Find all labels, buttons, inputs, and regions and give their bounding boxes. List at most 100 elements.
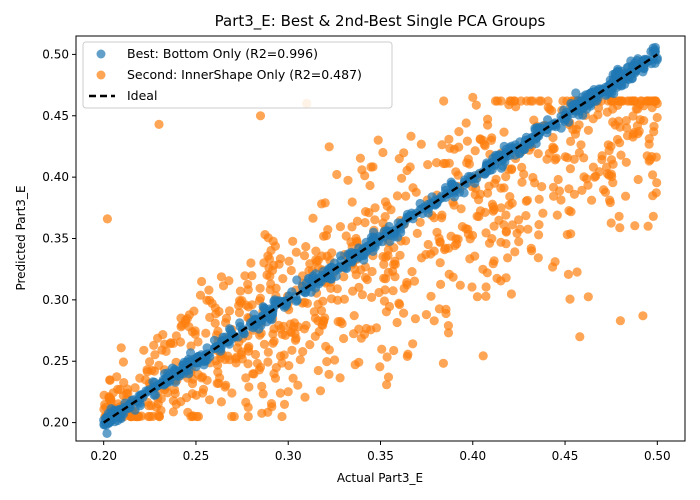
data-point-bottom bbox=[423, 208, 433, 218]
data-point-innershape bbox=[161, 346, 171, 356]
legend-entry-second: Second: InnerShape Only (R2=0.487) bbox=[127, 67, 362, 82]
data-point-bottom bbox=[171, 367, 181, 377]
data-point-innershape bbox=[614, 211, 624, 221]
data-point-innershape bbox=[651, 188, 661, 198]
data-point-innershape bbox=[184, 322, 194, 332]
data-point-innershape bbox=[569, 154, 579, 164]
chart-title: Part3_E: Best & 2nd-Best Single PCA Grou… bbox=[215, 12, 546, 31]
data-point-innershape bbox=[112, 372, 122, 382]
data-point-innershape bbox=[280, 330, 290, 340]
data-point-innershape bbox=[286, 265, 296, 276]
data-point-innershape bbox=[177, 320, 187, 330]
data-point-innershape bbox=[415, 217, 425, 227]
data-point-innershape bbox=[483, 188, 493, 198]
data-point-innershape bbox=[505, 192, 515, 202]
data-point-innershape bbox=[534, 96, 544, 106]
data-point-innershape bbox=[118, 391, 128, 401]
data-point-innershape bbox=[375, 362, 385, 372]
data-point-innershape bbox=[576, 140, 586, 150]
data-point-innershape bbox=[445, 143, 455, 153]
data-point-innershape bbox=[123, 384, 133, 394]
data-point-innershape bbox=[320, 198, 330, 208]
data-point-innershape bbox=[534, 230, 544, 240]
data-point-innershape bbox=[277, 411, 287, 422]
data-point-innershape bbox=[311, 246, 321, 256]
data-point-innershape bbox=[453, 170, 463, 180]
data-point-innershape bbox=[462, 158, 472, 168]
data-point-innershape bbox=[501, 227, 511, 237]
data-point-innershape bbox=[510, 247, 520, 257]
data-point-bottom bbox=[627, 73, 637, 83]
data-point-innershape bbox=[99, 390, 109, 400]
legend: Best: Bottom Only (R2=0.996) Second: Inn… bbox=[82, 41, 393, 109]
data-point-innershape bbox=[386, 205, 396, 215]
data-point-innershape bbox=[397, 173, 407, 183]
x-tick-label: 0.50 bbox=[644, 449, 671, 463]
data-point-innershape bbox=[218, 281, 229, 291]
data-point-innershape bbox=[608, 117, 618, 127]
data-point-innershape bbox=[305, 340, 315, 350]
data-point-innershape bbox=[255, 362, 266, 372]
data-point-innershape bbox=[333, 295, 343, 305]
data-point-innershape bbox=[227, 388, 237, 398]
data-point-innershape bbox=[565, 164, 576, 174]
data-point-innershape bbox=[302, 298, 312, 308]
data-point-innershape bbox=[436, 279, 446, 289]
data-point-innershape bbox=[487, 133, 497, 143]
data-point-innershape bbox=[564, 206, 574, 216]
data-point-innershape bbox=[321, 341, 331, 351]
data-point-innershape bbox=[309, 307, 319, 317]
data-point-innershape bbox=[463, 224, 473, 234]
data-point-innershape bbox=[568, 124, 578, 135]
data-point-innershape bbox=[336, 316, 346, 327]
data-point-innershape bbox=[521, 196, 531, 206]
data-point-innershape bbox=[247, 271, 257, 281]
data-point-innershape bbox=[288, 236, 298, 246]
data-point-innershape bbox=[444, 134, 454, 144]
data-point-innershape bbox=[566, 136, 576, 146]
data-point-innershape bbox=[263, 347, 273, 357]
data-point-innershape bbox=[408, 339, 418, 349]
data-point-innershape bbox=[339, 294, 349, 304]
data-point-innershape bbox=[283, 387, 293, 397]
data-point-innershape bbox=[241, 300, 251, 310]
data-point-innershape bbox=[435, 258, 445, 268]
data-point-innershape bbox=[549, 143, 559, 154]
data-point-innershape bbox=[197, 372, 208, 382]
data-point-innershape bbox=[577, 185, 587, 195]
data-point-innershape bbox=[507, 164, 517, 174]
data-point-innershape bbox=[537, 182, 547, 192]
data-point-innershape bbox=[191, 390, 201, 400]
data-point-innershape bbox=[373, 135, 383, 145]
data-point-innershape bbox=[622, 123, 632, 133]
data-point-innershape bbox=[335, 373, 345, 383]
data-point-innershape bbox=[523, 224, 533, 234]
data-point-innershape bbox=[265, 271, 275, 281]
data-point-innershape bbox=[354, 357, 364, 367]
data-point-innershape bbox=[213, 367, 223, 377]
data-point-innershape bbox=[243, 279, 253, 289]
data-point-innershape bbox=[635, 115, 645, 125]
data-point-innershape bbox=[264, 254, 275, 264]
data-point-innershape bbox=[168, 407, 178, 417]
data-point-innershape bbox=[556, 195, 566, 205]
data-point-bottom bbox=[459, 188, 469, 198]
data-point-bottom bbox=[336, 251, 346, 261]
data-point-innershape bbox=[330, 355, 340, 365]
data-point-innershape bbox=[287, 345, 297, 355]
data-point-innershape bbox=[468, 92, 478, 102]
data-point-bottom bbox=[326, 274, 336, 284]
data-point-innershape bbox=[341, 231, 351, 241]
data-point-innershape bbox=[139, 345, 149, 355]
data-point-innershape bbox=[171, 331, 181, 341]
data-point-innershape bbox=[383, 372, 394, 382]
data-point-innershape bbox=[343, 175, 353, 185]
data-point-innershape bbox=[552, 210, 562, 220]
data-point-innershape bbox=[379, 273, 389, 283]
data-point-innershape bbox=[522, 96, 532, 106]
data-point-innershape bbox=[182, 393, 192, 403]
data-point-innershape bbox=[481, 282, 491, 292]
data-point-innershape bbox=[327, 248, 337, 258]
data-point-bottom bbox=[510, 150, 520, 160]
data-point-bottom bbox=[150, 390, 161, 400]
